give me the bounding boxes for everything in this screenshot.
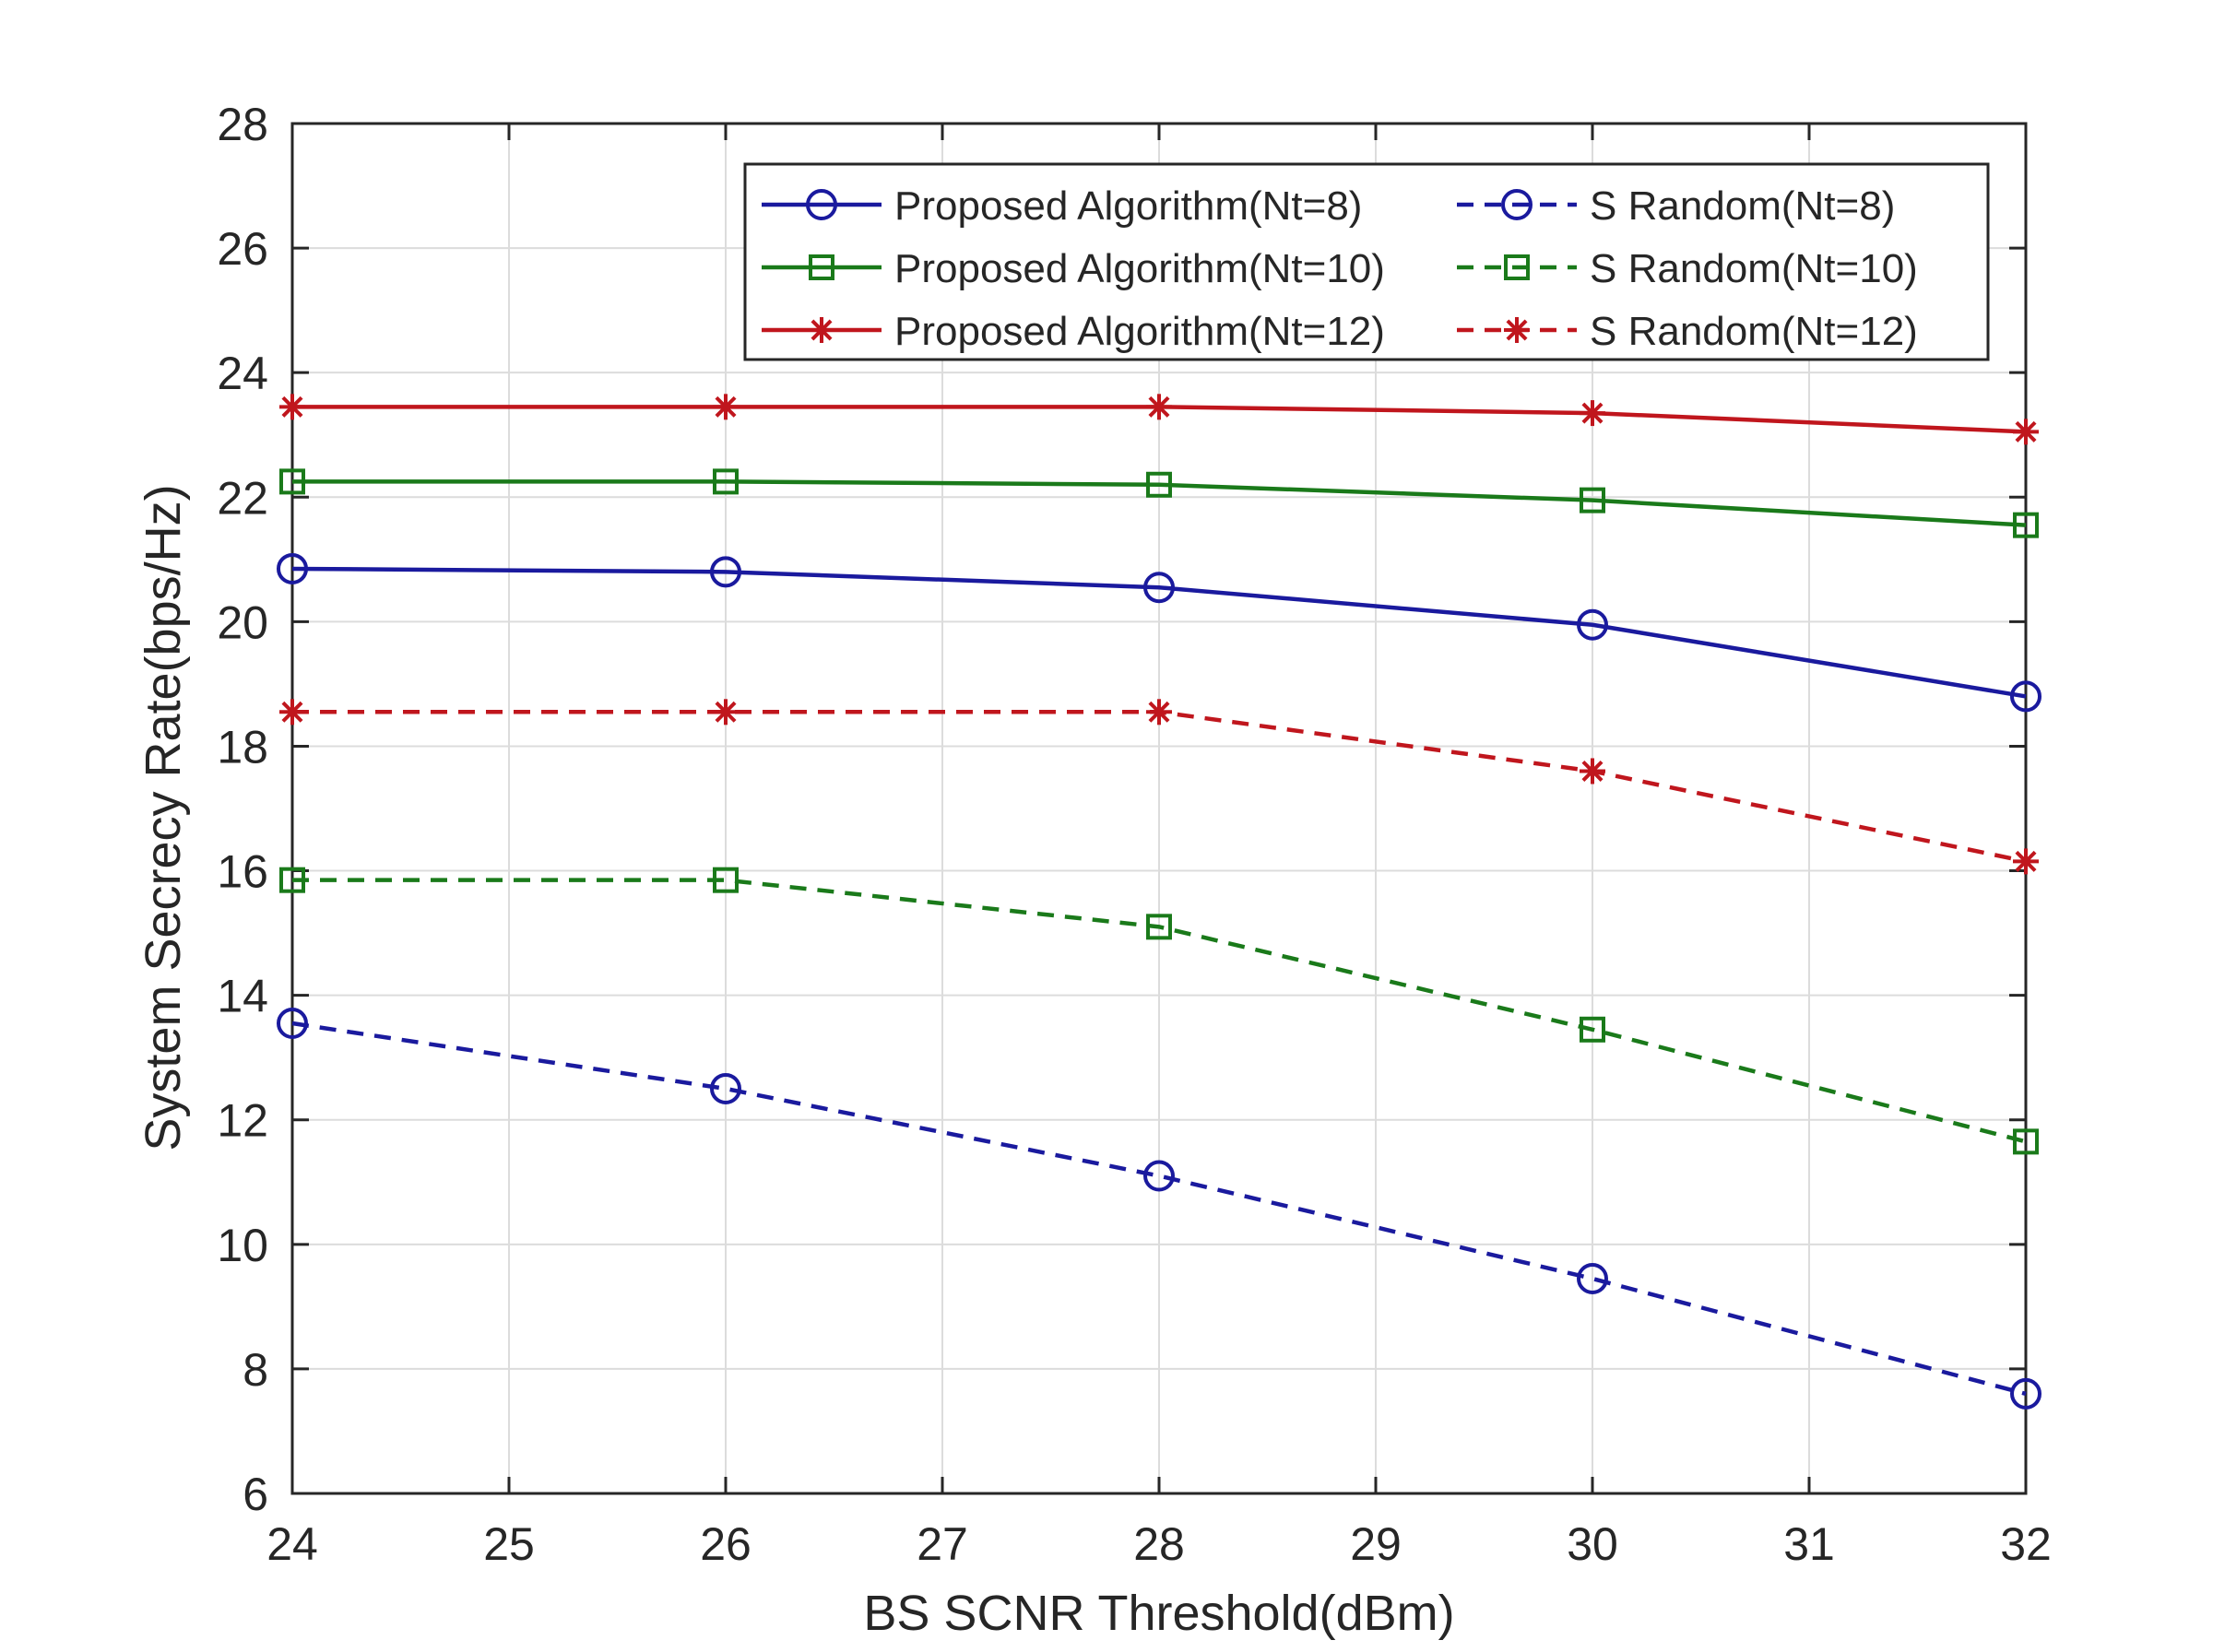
series-2-point-1 <box>713 394 739 420</box>
x-tick-label-1: 25 <box>483 1518 535 1570</box>
axis-ticks: 24 25 26 27 28 29 30 31 32 6 8 10 12 14 16 18 20 22 24 26 28 <box>217 99 2051 1570</box>
series-0-point-4 <box>2010 680 2041 713</box>
series-5-point-3 <box>1580 758 1605 785</box>
series-1-point-3 <box>1580 487 1605 513</box>
x-tick-label-5: 29 <box>1350 1518 1402 1570</box>
series-4-point-1 <box>713 867 739 893</box>
series-3-point-2 <box>1143 1160 1175 1192</box>
legend-marker-1 <box>809 254 834 280</box>
y-tick-label-4: 14 <box>217 971 268 1022</box>
series-1-point-1 <box>713 468 739 495</box>
series-3-point-1 <box>710 1072 741 1104</box>
y-axis-label: System Secrecy Rate(bps/Hz) <box>136 484 191 1150</box>
y-tick-label-1: 8 <box>243 1344 268 1396</box>
series-3-point-3 <box>1577 1262 1608 1294</box>
x-tick-label-4: 28 <box>1133 1518 1185 1570</box>
x-tick-label-2: 26 <box>700 1518 751 1570</box>
y-tick-label-6: 18 <box>217 721 268 773</box>
legend-marker-2 <box>809 317 834 343</box>
series-5-point-0 <box>279 699 305 726</box>
y-tick-label-10: 26 <box>217 223 268 275</box>
series-1-point-4 <box>2013 512 2039 538</box>
legend-label-3: S Random(Nt=8) <box>1590 183 1895 229</box>
series-2-point-4 <box>2013 419 2039 445</box>
y-tick-label-8: 22 <box>217 472 268 524</box>
series-1-point-0 <box>279 468 305 495</box>
series-line-3 <box>291 1021 2027 1397</box>
x-tick-label-8: 32 <box>2000 1518 2052 1570</box>
series-2-point-2 <box>1146 394 1172 420</box>
series-line-0 <box>291 566 2027 699</box>
series-4-point-0 <box>279 867 305 893</box>
legend-label-0: Proposed Algorithm(Nt=8) <box>894 183 1362 229</box>
y-tick-label-5: 16 <box>217 846 268 898</box>
series-0-point-1 <box>710 556 741 588</box>
series-4 <box>279 867 2039 1155</box>
legend-marker-0 <box>806 189 837 220</box>
series-4-point-2 <box>1146 914 1172 940</box>
legend: Proposed Algorithm(Nt=8) Proposed Algorit… <box>743 162 1990 361</box>
legend-item-4: S Random(Nt=10) <box>1457 246 1918 291</box>
x-tick-label-0: 24 <box>266 1518 318 1570</box>
y-tick-label-11: 28 <box>217 99 268 150</box>
legend-item-0: Proposed Algorithm(Nt=8) <box>762 183 1362 229</box>
series-0-point-0 <box>277 552 308 584</box>
series-0 <box>277 552 2041 713</box>
x-axis-label: BS SCNR Threshold(dBm) <box>863 1586 1454 1641</box>
legend-marker-5 <box>1504 317 1530 343</box>
series-5-point-2 <box>1146 699 1172 726</box>
legend-label-2: Proposed Algorithm(Nt=12) <box>894 309 1385 354</box>
legend-item-3: S Random(Nt=8) <box>1457 183 1895 229</box>
legend-label-4: S Random(Nt=10) <box>1590 246 1918 291</box>
series-3 <box>277 1008 2041 1410</box>
series-line-1 <box>292 479 2027 527</box>
series-4-point-3 <box>1580 1016 1605 1043</box>
series-2 <box>279 394 2039 445</box>
series-5-point-4 <box>2013 848 2039 875</box>
y-tick-label-3: 12 <box>217 1095 268 1147</box>
series-3-point-0 <box>277 1008 308 1040</box>
series-5-point-1 <box>713 699 739 726</box>
legend-item-5: S Random(Nt=12) <box>1457 309 1918 354</box>
x-tick-label-3: 27 <box>917 1518 968 1570</box>
legend-box <box>743 162 1990 361</box>
x-tick-label-6: 30 <box>1567 1518 1618 1570</box>
series-line-4 <box>292 878 2027 1144</box>
series-0-point-2 <box>1143 572 1175 604</box>
legend-marker-3 <box>1501 189 1533 220</box>
y-tick-label-2: 10 <box>217 1220 268 1271</box>
legend-item-2: Proposed Algorithm(Nt=12) <box>762 309 1385 354</box>
x-tick-label-7: 31 <box>1783 1518 1835 1570</box>
legend-label-1: Proposed Algorithm(Nt=10) <box>894 246 1385 291</box>
series-2-point-0 <box>279 394 305 420</box>
y-tick-label-7: 20 <box>217 596 268 648</box>
legend-marker-4 <box>1504 254 1530 280</box>
series-4-point-4 <box>2013 1128 2039 1155</box>
series-1 <box>279 468 2039 538</box>
legend-label-5: S Random(Nt=12) <box>1590 309 1918 354</box>
series-0-point-3 <box>1577 608 1608 641</box>
series-layer <box>277 394 2041 1410</box>
series-2-point-3 <box>1580 400 1605 427</box>
y-tick-label-9: 24 <box>217 348 268 399</box>
y-tick-label-0: 6 <box>243 1469 268 1520</box>
legend-item-1: Proposed Algorithm(Nt=10) <box>762 246 1385 291</box>
series-3-point-4 <box>2010 1377 2041 1410</box>
series-5 <box>279 699 2039 875</box>
series-1-point-2 <box>1146 471 1172 498</box>
